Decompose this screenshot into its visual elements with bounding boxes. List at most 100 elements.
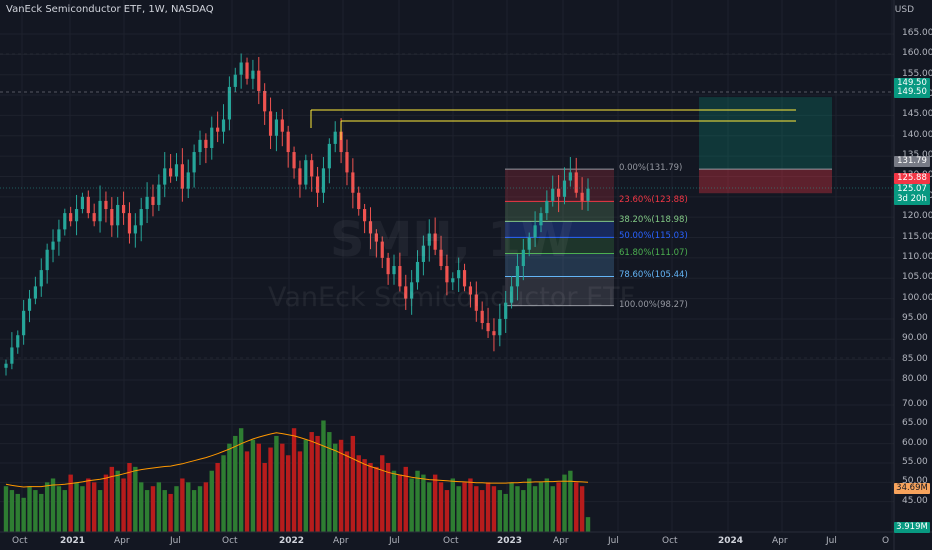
volume-bar bbox=[432, 474, 438, 532]
volume-bar bbox=[144, 490, 150, 532]
fib-level-label: 50.00%(115.03) bbox=[619, 231, 688, 242]
time-axis-label: 2022 bbox=[279, 536, 305, 546]
candle-body bbox=[310, 160, 314, 177]
volume-bar bbox=[27, 486, 32, 532]
candle-body bbox=[192, 152, 196, 173]
price-axis-label: 135.00 bbox=[902, 150, 932, 160]
profit-zone bbox=[699, 97, 832, 170]
volume-bar bbox=[333, 443, 338, 532]
candle-body bbox=[445, 266, 449, 283]
time-axis-label: 2024 bbox=[718, 536, 744, 546]
candle-body bbox=[351, 172, 355, 193]
candle-body bbox=[368, 221, 373, 234]
candle-body bbox=[63, 213, 67, 230]
candle-body bbox=[321, 168, 326, 193]
volume-bar bbox=[503, 493, 508, 532]
volume-bar bbox=[468, 478, 473, 532]
candle-body bbox=[127, 213, 132, 234]
volume-bar bbox=[215, 463, 220, 532]
volume-bar bbox=[139, 482, 144, 532]
time-axis-label: Oct bbox=[12, 536, 28, 546]
candle-body bbox=[86, 196, 90, 214]
candle-body bbox=[545, 200, 549, 214]
candle-body bbox=[257, 70, 261, 91]
volume-bar bbox=[427, 482, 432, 532]
price-axis-label: 140.00 bbox=[902, 129, 932, 140]
candle-body bbox=[98, 200, 102, 222]
volume-bar bbox=[221, 455, 226, 532]
candle-body bbox=[521, 249, 525, 267]
volume-bar bbox=[91, 482, 97, 532]
candle-body bbox=[304, 160, 308, 185]
volume-axis-label: 70.00 bbox=[902, 399, 928, 409]
volume-bar bbox=[368, 463, 373, 532]
fib-level-label: 0.00%(131.79) bbox=[619, 163, 683, 174]
candle-body bbox=[227, 86, 231, 120]
fib-band-4 bbox=[505, 253, 614, 277]
volume-bar bbox=[156, 482, 162, 532]
volume-bar bbox=[68, 474, 73, 532]
volume-bar bbox=[450, 478, 455, 532]
candle-body bbox=[139, 209, 143, 226]
candle-body bbox=[333, 131, 337, 144]
volume-ma-badge: 34.69M bbox=[894, 483, 930, 494]
candle-body bbox=[286, 131, 290, 153]
candle-body bbox=[27, 298, 32, 311]
time-axis-label: Oct bbox=[222, 536, 238, 546]
candle-body bbox=[210, 127, 214, 148]
volume-bar bbox=[133, 466, 138, 532]
candle-body bbox=[574, 172, 578, 193]
candle-body bbox=[274, 119, 279, 136]
candle-body bbox=[169, 168, 173, 177]
volume-bar bbox=[15, 493, 20, 532]
volume-bar bbox=[538, 482, 544, 532]
candle-body bbox=[315, 176, 320, 193]
candle-body bbox=[4, 363, 8, 368]
volume-bar bbox=[209, 470, 214, 532]
volume-bar bbox=[515, 486, 520, 532]
volume-bar bbox=[479, 490, 485, 532]
volume-bars bbox=[3, 420, 591, 532]
volume-bar bbox=[362, 459, 367, 532]
candle-body bbox=[221, 119, 226, 132]
candle-body bbox=[121, 204, 126, 214]
candle-body bbox=[80, 196, 85, 210]
candle-body bbox=[486, 323, 490, 332]
candle-body bbox=[433, 233, 437, 250]
candle-body bbox=[104, 200, 108, 210]
candle-body bbox=[421, 245, 425, 262]
price-axis-label: 110.00 bbox=[902, 251, 932, 262]
candle-body bbox=[245, 62, 249, 79]
volume-bar bbox=[303, 439, 309, 532]
symbol-title[interactable]: VanEck Semiconductor ETF, 1W, NASDAQ bbox=[6, 4, 214, 15]
candle-body bbox=[386, 257, 390, 275]
volume-bar bbox=[21, 497, 26, 532]
volume-bar bbox=[3, 486, 9, 532]
fib-level-label: 38.20%(118.98) bbox=[619, 215, 688, 226]
volume-bar bbox=[409, 478, 414, 532]
volume-bar bbox=[397, 474, 403, 532]
fib-band-3 bbox=[505, 237, 614, 254]
price-axis-label: 155.00 bbox=[902, 68, 932, 79]
fib-band-5 bbox=[505, 276, 614, 306]
volume-bar bbox=[44, 482, 50, 532]
volume-bar bbox=[579, 486, 585, 532]
volume-ma-line bbox=[5, 432, 589, 488]
volume-bar bbox=[39, 493, 44, 532]
long-position-tool[interactable] bbox=[699, 97, 832, 194]
volume-bar bbox=[9, 490, 15, 532]
volume-bar bbox=[62, 490, 67, 532]
price-axis-label: 85.00 bbox=[902, 353, 928, 364]
volume-bar bbox=[268, 447, 273, 532]
time-axis-label: Apr bbox=[553, 536, 569, 546]
candle-body bbox=[133, 225, 137, 234]
volume-bar bbox=[180, 478, 185, 532]
volume-bar bbox=[544, 478, 550, 532]
candle-body bbox=[251, 70, 255, 79]
candle-body bbox=[239, 62, 243, 75]
volume-bar bbox=[391, 470, 397, 532]
fib-zero-badge: 131.79 bbox=[894, 156, 930, 167]
candle-body bbox=[198, 139, 202, 153]
candle-body bbox=[92, 213, 96, 222]
